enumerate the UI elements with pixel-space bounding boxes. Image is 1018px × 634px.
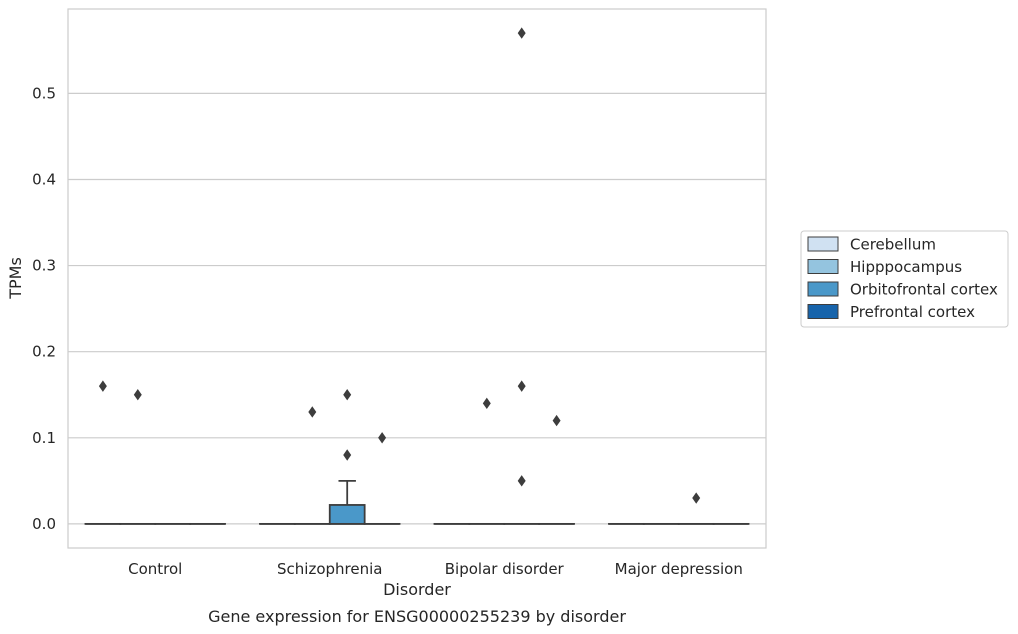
y-tick-label: 0.5 — [32, 84, 56, 102]
legend-label: Orbitofrontal cortex — [850, 281, 998, 299]
y-tick-label: 0.0 — [32, 515, 56, 533]
outlier-point — [98, 380, 107, 392]
outlier-point — [308, 406, 317, 418]
x-tick-label: Major depression — [615, 560, 743, 578]
legend-entries: Cerebellum Hipppocampus Orbitofrontal cort… — [807, 236, 998, 321]
outlier-point — [692, 492, 701, 504]
y-axis-title: TPMs — [6, 257, 25, 300]
y-tick-label: 0.4 — [32, 170, 56, 188]
y-axis-ticks: 0.0 0.1 0.2 0.3 0.4 0.5 — [32, 84, 56, 533]
plot-frame — [67, 8, 767, 549]
x-axis-title: Disorder — [383, 580, 451, 599]
outlier-point — [343, 389, 352, 401]
legend-label: Prefrontal cortex — [850, 303, 975, 321]
outlier-point — [552, 414, 561, 427]
legend: Cerebellum Hipppocampus Orbitofrontal cort… — [800, 230, 1009, 328]
chart-caption: Gene expression for ENSG00000255239 by d… — [208, 607, 626, 626]
box-body — [328, 504, 366, 525]
outlier-point — [517, 475, 526, 487]
legend-swatch — [807, 259, 839, 274]
y-tick-label: 0.2 — [32, 343, 56, 361]
x-axis-ticks: Control Schizophrenia Bipolar disorder Majo… — [128, 560, 743, 578]
x-tick-label: Bipolar disorder — [445, 560, 565, 578]
y-tick-label: 0.1 — [32, 429, 56, 447]
x-tick-label: Schizophrenia — [277, 560, 382, 578]
legend-label: Hipppocampus — [850, 258, 962, 276]
legend-swatch — [807, 281, 839, 297]
outlier-point — [343, 449, 352, 461]
outlier-point — [133, 389, 142, 401]
legend-swatch — [807, 236, 839, 252]
outlier-point — [482, 397, 491, 410]
x-tick-label: Control — [128, 560, 182, 578]
box-marks — [84, 27, 750, 525]
plot-area — [67, 8, 767, 549]
y-tick-label: 0.3 — [32, 257, 56, 275]
legend-label: Cerebellum — [850, 236, 936, 254]
outlier-point — [517, 380, 526, 392]
legend-frame — [800, 230, 1009, 328]
legend-swatch — [807, 304, 839, 319]
outlier-point — [517, 27, 526, 39]
outlier-point — [378, 432, 387, 444]
